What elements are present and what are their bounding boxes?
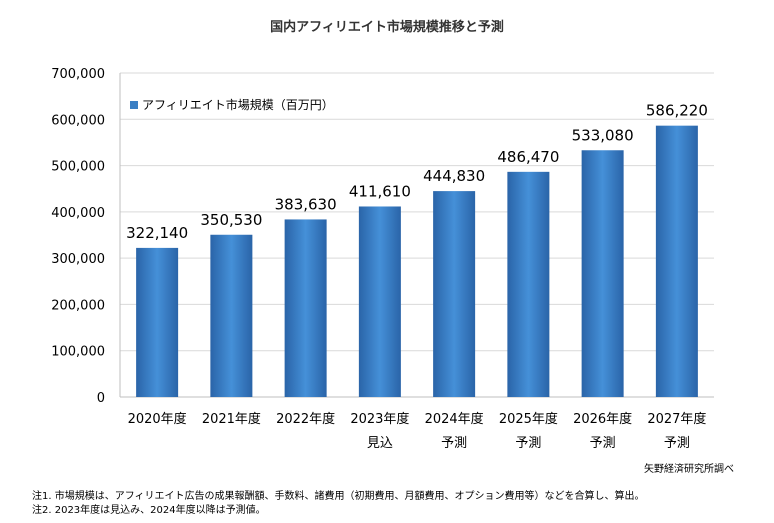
y-tick-label: 0 [97,391,105,406]
bar [507,171,550,397]
x-tick-sublabel: 予測 [441,436,467,451]
legend-swatch [130,101,138,109]
x-tick-sublabel: 見込 [367,436,393,451]
data-label: 350,530 [200,211,262,229]
data-label: 444,830 [423,167,485,185]
bar [358,206,401,397]
x-tick-sublabel: 予測 [590,436,616,451]
x-tick-label: 2021年度 [202,411,261,427]
x-tick-label: 2020年度 [128,411,187,427]
y-tick-label: 600,000 [51,113,105,128]
x-tick-sublabel: 予測 [515,436,541,451]
data-label: 322,140 [126,224,188,242]
y-tick-label: 700,000 [51,67,105,82]
x-tick-label: 2022年度 [276,411,335,427]
bar [210,234,253,397]
data-label: 533,080 [572,126,634,144]
footnote-2: 注2. 2023年度は見込み、2024年度以降は予測値。 [32,505,266,516]
footnote-1: 注1. 市場規模は、アフィリエイト広告の成果報酬額、手数料、諸費用（初期費用、月… [32,491,645,502]
x-tick-label: 2024年度 [425,411,484,427]
x-tick-label: 2026年度 [573,411,632,427]
x-tick-sublabel: 予測 [664,436,690,451]
y-tick-label: 300,000 [51,252,105,267]
x-tick-label: 2025年度 [499,411,558,427]
source-credit: 矢野経済研究所調べ [644,464,734,475]
x-tick-label: 2023年度 [350,411,409,427]
y-tick-label: 500,000 [51,160,105,175]
bar [655,125,698,398]
data-label: 383,630 [275,195,337,213]
data-label: 486,470 [497,148,559,166]
bar [136,247,179,397]
x-tick-label: 2027年度 [647,411,706,427]
chart-title: 国内アフィリエイト市場規模推移と予測 [270,20,504,35]
data-label: 586,220 [646,102,708,120]
y-tick-label: 400,000 [51,206,105,221]
data-label: 411,610 [349,182,411,200]
bar [433,191,476,397]
bar [581,150,624,397]
legend-label: アフィリエイト市場規模（百万円） [142,97,334,112]
y-tick-label: 200,000 [51,298,105,313]
y-tick-label: 100,000 [51,345,105,360]
bar [284,219,327,397]
